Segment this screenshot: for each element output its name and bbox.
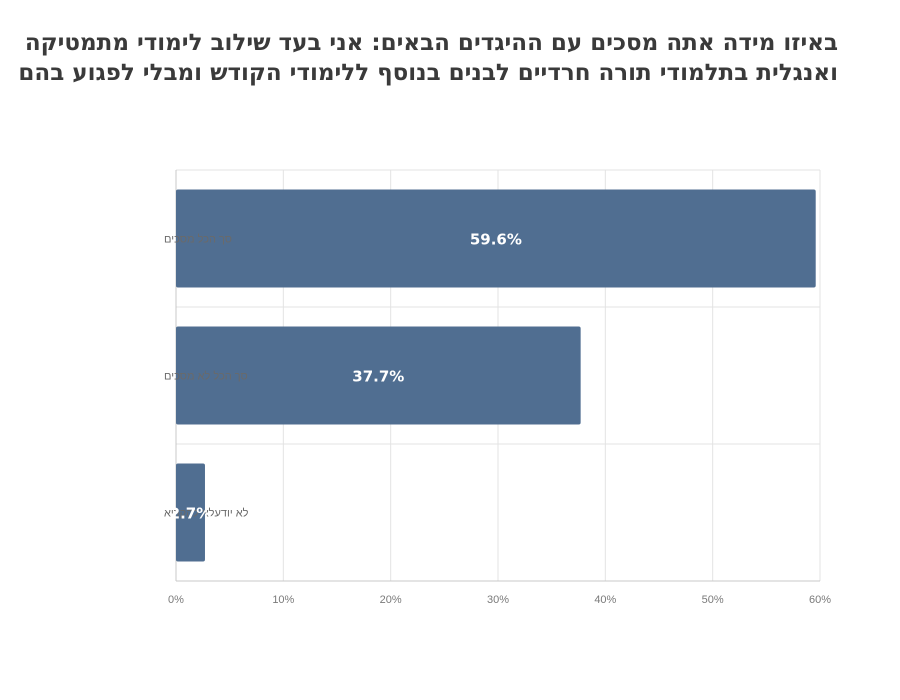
category-label: לא יודעלא להקריא <box>164 507 249 520</box>
bar <box>176 326 581 425</box>
x-tick-label: 60% <box>809 594 831 606</box>
data-label: 2.7% <box>170 505 212 523</box>
bar <box>176 189 816 288</box>
category-label: סך הכל לא מסכים <box>164 370 248 383</box>
category-label: סך הכל מסכים <box>164 233 232 246</box>
data-label: 37.7% <box>352 368 404 386</box>
chart-title-line-2: ואנגלית בתלמודי תורה חרדיים לבנים בנוסף … <box>18 60 838 86</box>
x-tick-label: 0% <box>168 594 184 606</box>
x-tick-label: 20% <box>380 594 402 606</box>
chart-title: באיזו מידה אתה מסכים עם ההיגדים הבאים: א… <box>18 28 838 88</box>
bar <box>176 463 205 562</box>
x-tick-label: 10% <box>272 594 294 606</box>
data-label: 59.6% <box>470 231 522 249</box>
x-tick-label: 30% <box>487 594 509 606</box>
x-tick-label: 50% <box>702 594 724 606</box>
x-tick-label: 40% <box>594 594 616 606</box>
chart-title-line-1: באיזו מידה אתה מסכים עם ההיגדים הבאים: א… <box>24 30 838 56</box>
